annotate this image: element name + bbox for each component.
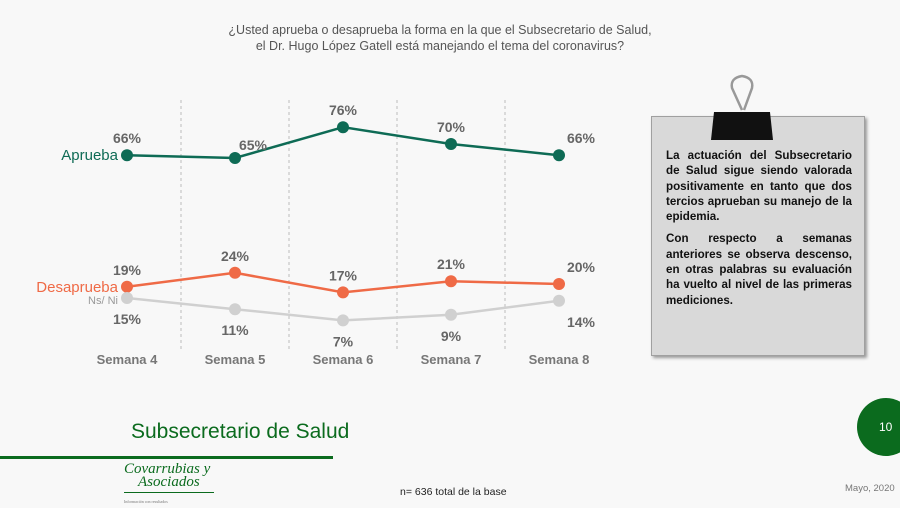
legend-label: Ns/ Ni — [88, 295, 118, 307]
question-line: ¿Usted aprueba o desaprueba la forma en … — [228, 23, 652, 37]
data-label: 65% — [239, 137, 268, 153]
data-label: 17% — [329, 267, 358, 283]
data-point — [121, 280, 133, 293]
x-tick-label: Semana 6 — [313, 352, 374, 367]
x-tick-label: Semana 4 — [97, 352, 158, 367]
question-line: el Dr. Hugo López Gatell está manejando … — [255, 39, 625, 53]
x-tick-label: Semana 8 — [529, 352, 590, 367]
data-point — [121, 149, 133, 162]
note-paragraph: Con respecto a semanas anteriores se obs… — [666, 232, 852, 307]
data-label: 66% — [113, 130, 142, 146]
logo-tagline: Información con resultados — [124, 492, 214, 508]
data-point — [445, 308, 457, 321]
data-point — [229, 303, 241, 316]
data-point — [337, 121, 349, 134]
logo-text: Covarrubias y — [124, 461, 211, 477]
chart-question: ¿Usted aprueba o desaprueba la forma en … — [220, 22, 660, 54]
data-label: 9% — [441, 328, 462, 344]
section-title: Subsecretario de Salud — [131, 420, 350, 443]
note-card: La actuación del Subsecretario de Salud … — [651, 116, 865, 356]
data-point — [553, 278, 565, 290]
data-label: 11% — [221, 322, 249, 338]
data-point — [445, 275, 457, 288]
logo-text: Asociados — [138, 474, 200, 490]
data-point — [121, 292, 133, 304]
x-tick-label: Semana 7 — [421, 352, 482, 367]
data-point — [553, 294, 565, 307]
data-point — [229, 152, 241, 164]
divider — [0, 456, 333, 459]
data-label: 66% — [567, 130, 596, 146]
data-label: 20% — [567, 259, 596, 275]
data-point — [445, 138, 457, 150]
legend-label: Desaprueba — [36, 279, 118, 296]
data-label: 21% — [437, 256, 466, 272]
data-label: 7% — [333, 333, 354, 349]
x-tick-label: Semana 5 — [205, 352, 266, 367]
data-point — [337, 286, 349, 299]
line-chart: Semana 4 Semana 5 Semana 6 Semana 7 Semana 8… — [36, 100, 596, 367]
data-label: 24% — [221, 248, 250, 264]
note-paragraph: La actuación del Subsecretario de Salud … — [666, 149, 852, 224]
data-label: 76% — [329, 102, 358, 118]
data-label: 19% — [113, 262, 142, 278]
data-label: 14% — [567, 314, 596, 330]
legend-label: Aprueba — [61, 147, 118, 164]
page-number: 10 — [879, 420, 893, 434]
page-number-badge: 10 — [857, 398, 900, 456]
company-logo: Covarrubias y Asociados Información con re… — [124, 461, 214, 508]
sample-size: n= 636 total de la base — [400, 486, 507, 498]
data-point — [553, 149, 565, 162]
date: Mayo, 2020 — [845, 483, 895, 494]
data-point — [229, 266, 241, 279]
data-label: 15% — [113, 311, 142, 327]
data-label: 70% — [437, 119, 466, 135]
data-point — [337, 314, 349, 327]
